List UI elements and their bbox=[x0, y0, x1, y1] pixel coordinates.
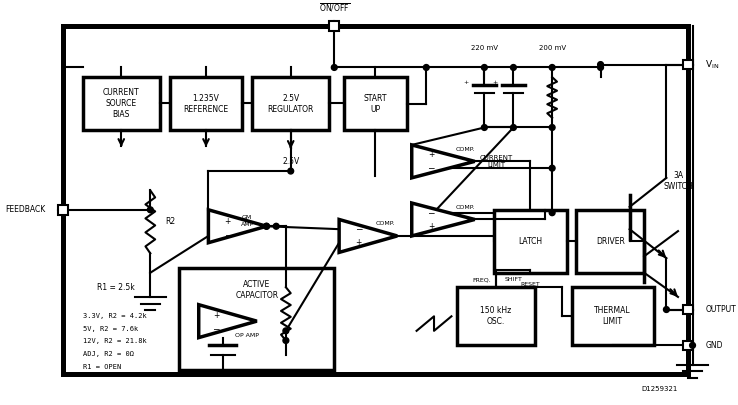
Text: AMP: AMP bbox=[241, 222, 254, 227]
Bar bbox=[683, 60, 692, 69]
Text: CURRENT
LIMIT: CURRENT LIMIT bbox=[480, 155, 513, 168]
Text: +: + bbox=[463, 81, 469, 85]
Text: −: − bbox=[213, 324, 220, 333]
Text: +: + bbox=[428, 222, 434, 231]
Bar bbox=[179, 268, 334, 369]
Bar bbox=[252, 77, 329, 130]
Text: +: + bbox=[428, 150, 434, 159]
Text: 3A
SWITCH: 3A SWITCH bbox=[663, 171, 693, 191]
Text: GND: GND bbox=[705, 341, 723, 350]
Bar bbox=[329, 21, 339, 31]
Text: R2: R2 bbox=[165, 217, 175, 226]
Circle shape bbox=[511, 125, 517, 130]
Circle shape bbox=[288, 168, 294, 174]
Circle shape bbox=[549, 210, 555, 215]
Circle shape bbox=[689, 343, 695, 348]
Text: 12V, R2 = 21.8k: 12V, R2 = 21.8k bbox=[83, 339, 146, 345]
Text: SHIFT: SHIFT bbox=[505, 277, 523, 282]
Text: COMP.: COMP. bbox=[455, 147, 475, 152]
Text: START
UP: START UP bbox=[364, 94, 387, 114]
Text: 1.235V
REFERENCE: 1.235V REFERENCE bbox=[184, 94, 229, 114]
Text: +: + bbox=[213, 311, 219, 320]
Bar bbox=[63, 26, 688, 374]
Text: COMP.: COMP. bbox=[455, 205, 475, 210]
Circle shape bbox=[263, 223, 269, 229]
Polygon shape bbox=[199, 305, 257, 338]
Bar bbox=[58, 205, 68, 215]
Circle shape bbox=[598, 64, 604, 70]
Polygon shape bbox=[412, 203, 475, 236]
Bar bbox=[458, 287, 535, 345]
Bar bbox=[571, 287, 654, 345]
Text: V$_{\mathrm{IN}}$: V$_{\mathrm{IN}}$ bbox=[705, 58, 720, 71]
Bar bbox=[683, 305, 692, 314]
Circle shape bbox=[549, 64, 555, 70]
Text: −: − bbox=[224, 230, 232, 239]
Bar bbox=[344, 77, 407, 130]
Text: 2.5V
REGULATOR: 2.5V REGULATOR bbox=[267, 94, 314, 114]
Text: 2.5V: 2.5V bbox=[282, 157, 300, 166]
Circle shape bbox=[511, 64, 517, 70]
Bar bbox=[494, 210, 567, 273]
Circle shape bbox=[263, 223, 269, 229]
Text: 3.3V, R2 = 4.2k: 3.3V, R2 = 4.2k bbox=[83, 313, 146, 319]
Polygon shape bbox=[208, 210, 266, 243]
Circle shape bbox=[549, 125, 555, 130]
Circle shape bbox=[481, 125, 487, 130]
Text: DRIVER: DRIVER bbox=[596, 237, 624, 246]
Circle shape bbox=[283, 338, 289, 343]
Circle shape bbox=[663, 307, 669, 312]
Text: $\overline{\mathrm{ON/OFF}}$: $\overline{\mathrm{ON/OFF}}$ bbox=[319, 2, 350, 14]
Text: +: + bbox=[224, 217, 231, 226]
Text: GM: GM bbox=[242, 215, 252, 220]
Bar bbox=[576, 210, 644, 273]
Text: 200 mV: 200 mV bbox=[539, 45, 566, 51]
Polygon shape bbox=[412, 145, 475, 178]
Circle shape bbox=[481, 64, 487, 70]
Circle shape bbox=[283, 328, 289, 334]
Text: THERMAL
LIMIT: THERMAL LIMIT bbox=[594, 306, 631, 326]
Circle shape bbox=[598, 62, 604, 68]
Circle shape bbox=[148, 207, 154, 213]
Polygon shape bbox=[339, 220, 397, 252]
Circle shape bbox=[424, 64, 430, 70]
Text: 5V, R2 = 7.6k: 5V, R2 = 7.6k bbox=[83, 326, 138, 332]
Circle shape bbox=[273, 223, 279, 229]
Text: +: + bbox=[355, 238, 362, 247]
Text: −: − bbox=[355, 225, 362, 234]
Text: ADJ, R2 = 0Ω: ADJ, R2 = 0Ω bbox=[83, 351, 134, 357]
Circle shape bbox=[331, 64, 337, 70]
Bar bbox=[83, 77, 160, 130]
Text: −: − bbox=[427, 164, 435, 173]
Text: RESET: RESET bbox=[520, 282, 540, 288]
Text: FEEDBACK: FEEDBACK bbox=[5, 205, 46, 214]
Text: FREQ.: FREQ. bbox=[472, 277, 491, 282]
Text: ACTIVE
CAPACITOR: ACTIVE CAPACITOR bbox=[235, 279, 278, 300]
Text: R1 = 2.5k: R1 = 2.5k bbox=[97, 283, 135, 292]
Circle shape bbox=[549, 165, 555, 171]
Bar bbox=[683, 341, 692, 350]
Text: R1 = OPEN: R1 = OPEN bbox=[83, 364, 121, 370]
Text: CURRENT
SOURCE
BIAS: CURRENT SOURCE BIAS bbox=[103, 88, 139, 119]
Text: D1259321: D1259321 bbox=[641, 386, 678, 392]
Text: COMP.: COMP. bbox=[376, 222, 396, 226]
Text: 220 mV: 220 mV bbox=[471, 45, 498, 51]
Text: +: + bbox=[493, 81, 498, 85]
Text: 150 kHz
OSC.: 150 kHz OSC. bbox=[480, 306, 511, 326]
Text: OP AMP: OP AMP bbox=[235, 333, 259, 338]
Text: −: − bbox=[427, 208, 435, 217]
Text: OUTPUT: OUTPUT bbox=[705, 305, 736, 314]
Bar bbox=[170, 77, 242, 130]
Text: LATCH: LATCH bbox=[518, 237, 542, 246]
